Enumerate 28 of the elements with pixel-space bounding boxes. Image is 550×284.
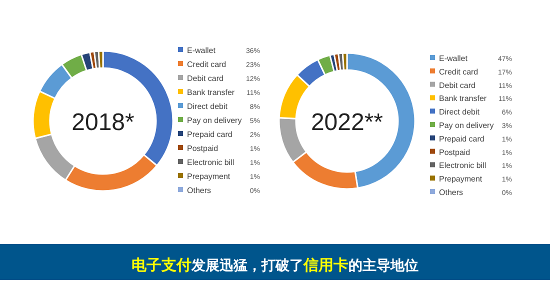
legend-label: Prepaid card — [439, 134, 484, 144]
legend-label: E-wallet — [187, 46, 216, 55]
text: 2018* — [72, 109, 134, 136]
legend-label: Direct debit — [187, 102, 228, 111]
legend-label: Credit card — [187, 60, 226, 69]
text: 2022** — [310, 109, 384, 136]
legend-label: Direct debit — [439, 108, 480, 117]
legend-label: Bank transfer — [187, 88, 235, 97]
text: 发展迅猛，打破了 — [190, 257, 304, 273]
legend-label: Postpaid — [439, 148, 470, 157]
text: 电子支付 — [132, 257, 192, 274]
legend-label: Debit card — [439, 80, 476, 90]
legend-label: Electronic bill — [439, 161, 486, 170]
legend-label: Debit card — [187, 74, 224, 83]
legend-label: E-wallet — [439, 54, 468, 63]
legend-label: Others — [439, 188, 464, 197]
legend-label: Electronic bill — [187, 158, 234, 167]
legend-label: Prepaid card — [187, 130, 232, 139]
legend-label: Others — [187, 186, 212, 195]
text: 的主导地位 — [348, 257, 418, 273]
legend-label: Prepayment — [187, 172, 231, 181]
text: 信用卡 — [302, 257, 348, 274]
legend-label: Postpaid — [187, 144, 218, 153]
legend-label: Bank transfer — [439, 94, 487, 104]
legend-label: Prepayment — [439, 174, 483, 184]
legend-label: Credit card — [439, 67, 478, 76]
legend-label: Pay on delivery — [439, 121, 494, 130]
legend-label: Pay on delivery — [187, 116, 242, 125]
